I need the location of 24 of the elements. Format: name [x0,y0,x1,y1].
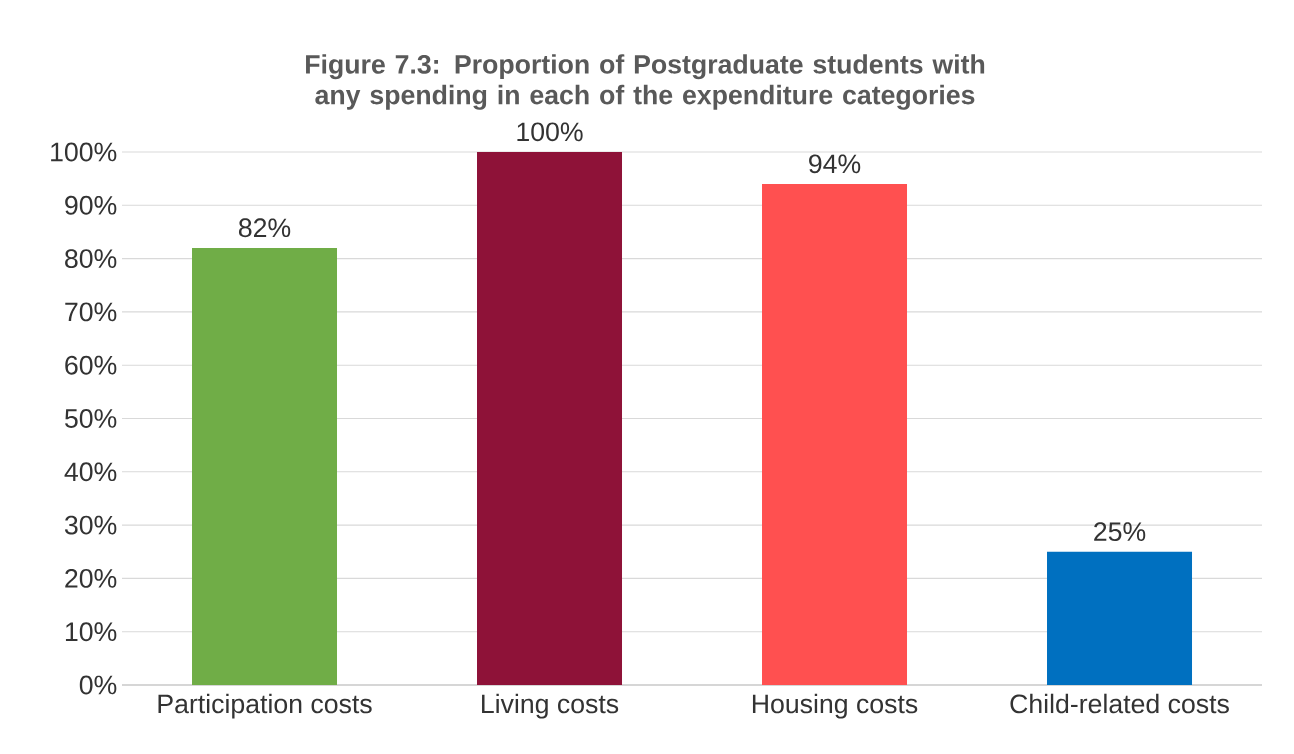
data-label: 94% [809,154,861,174]
chart-title: Figure 7.3: Proportion of Postgraduate students with any spending in each of the expenditure categories [306,54,985,110]
data-label: 25% [1094,522,1146,542]
y-tick-label: 60% [65,355,117,375]
y-tick-label: 50% [64,409,117,428]
data-label: 82% [238,218,291,238]
y-tick-label: 20% [65,568,117,588]
bar [477,151,623,685]
x-tick-label: Living costs [482,693,619,719]
bar [192,247,338,685]
x-tick-label: Housing costs [752,693,918,719]
data-label: 100% [517,122,583,142]
y-tick-label: 40% [64,462,117,482]
y-tick-label: 30% [64,515,117,535]
y-tick-label: 100% [51,142,117,162]
y-tick-label: 10% [65,622,117,642]
bar [762,183,908,685]
y-tick-label: 90% [65,195,117,215]
x-tick-label: Child-related costs [1010,693,1229,714]
y-tick-label: 80% [65,249,117,269]
y-tick-label: 70% [65,302,117,322]
x-tick-label: Participation costs [158,693,372,719]
bar [1047,551,1193,685]
y-tick-label: 0% [79,675,117,695]
